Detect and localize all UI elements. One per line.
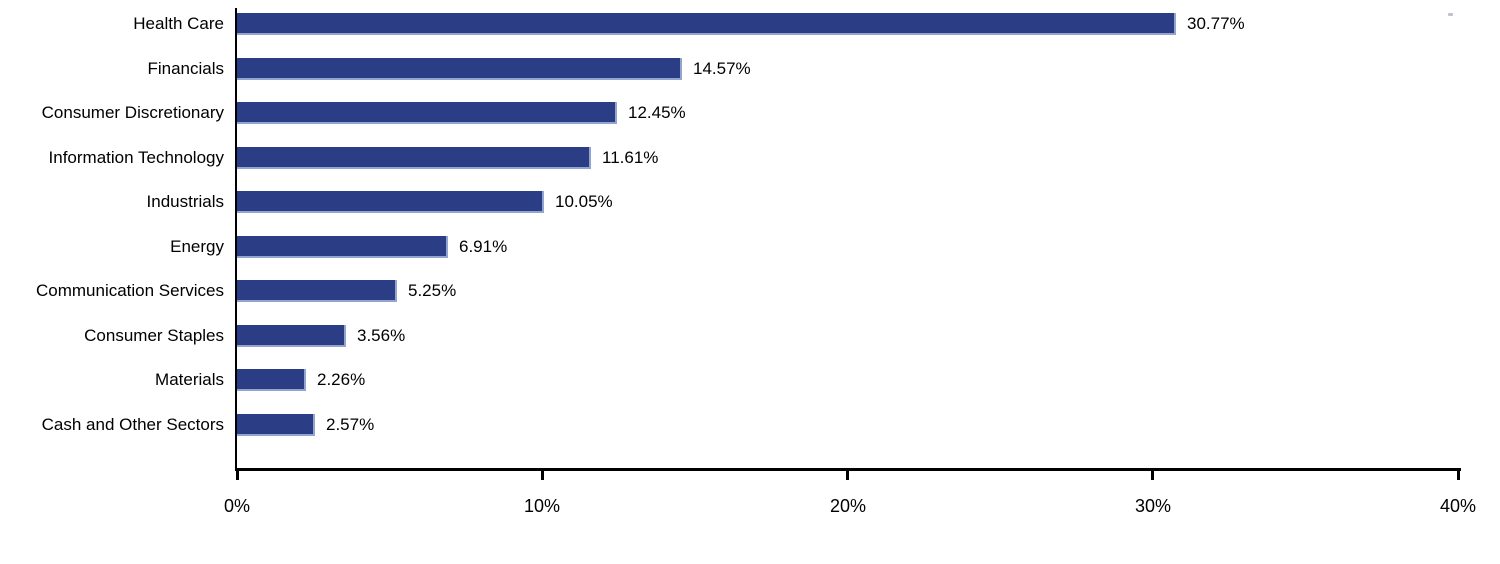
bar (237, 369, 306, 391)
bar (237, 236, 448, 258)
category-label: Cash and Other Sectors (41, 415, 224, 434)
bar (237, 58, 682, 80)
category-label: Communication Services (35, 281, 224, 300)
bar (237, 325, 346, 347)
bar (237, 280, 397, 302)
category-label: Industrials (146, 192, 224, 211)
x-tick-label: 20% (829, 496, 867, 516)
value-label: 2.57% (326, 415, 375, 434)
bar (237, 102, 617, 124)
category-label: Materials (155, 370, 224, 389)
value-label: 12.45% (628, 103, 686, 122)
bar (237, 147, 591, 169)
x-tick-mark (846, 471, 849, 480)
category-label: Information Technology (48, 148, 224, 167)
value-label: 6.91% (459, 237, 508, 256)
x-tick-label: 30% (1134, 496, 1172, 516)
x-tick-mark (1151, 471, 1154, 480)
category-label: Consumer Discretionary (41, 103, 224, 122)
x-tick-mark (236, 471, 239, 480)
category-label: Energy (170, 237, 224, 256)
value-label: 11.61% (602, 148, 659, 167)
value-label: 10.05% (555, 192, 613, 211)
x-tick-label: 10% (523, 496, 561, 516)
x-tick-label: 40% (1439, 496, 1477, 516)
x-tick-mark (541, 471, 544, 480)
stray-mark (1448, 13, 1453, 16)
bar (237, 191, 544, 213)
x-tick-label: 0% (223, 496, 250, 516)
category-label: Consumer Staples (84, 326, 224, 345)
x-tick-mark (1457, 471, 1460, 480)
value-label: 2.26% (317, 370, 366, 389)
bar (237, 414, 315, 436)
x-axis-line (235, 468, 1461, 471)
value-label: 3.56% (357, 326, 406, 345)
value-label: 30.77% (1187, 14, 1245, 33)
category-label: Health Care (133, 14, 224, 33)
value-label: 5.25% (408, 281, 457, 300)
category-label: Financials (147, 59, 224, 78)
y-axis-line (235, 8, 237, 471)
bar (237, 13, 1176, 35)
value-label: 14.57% (693, 59, 751, 78)
